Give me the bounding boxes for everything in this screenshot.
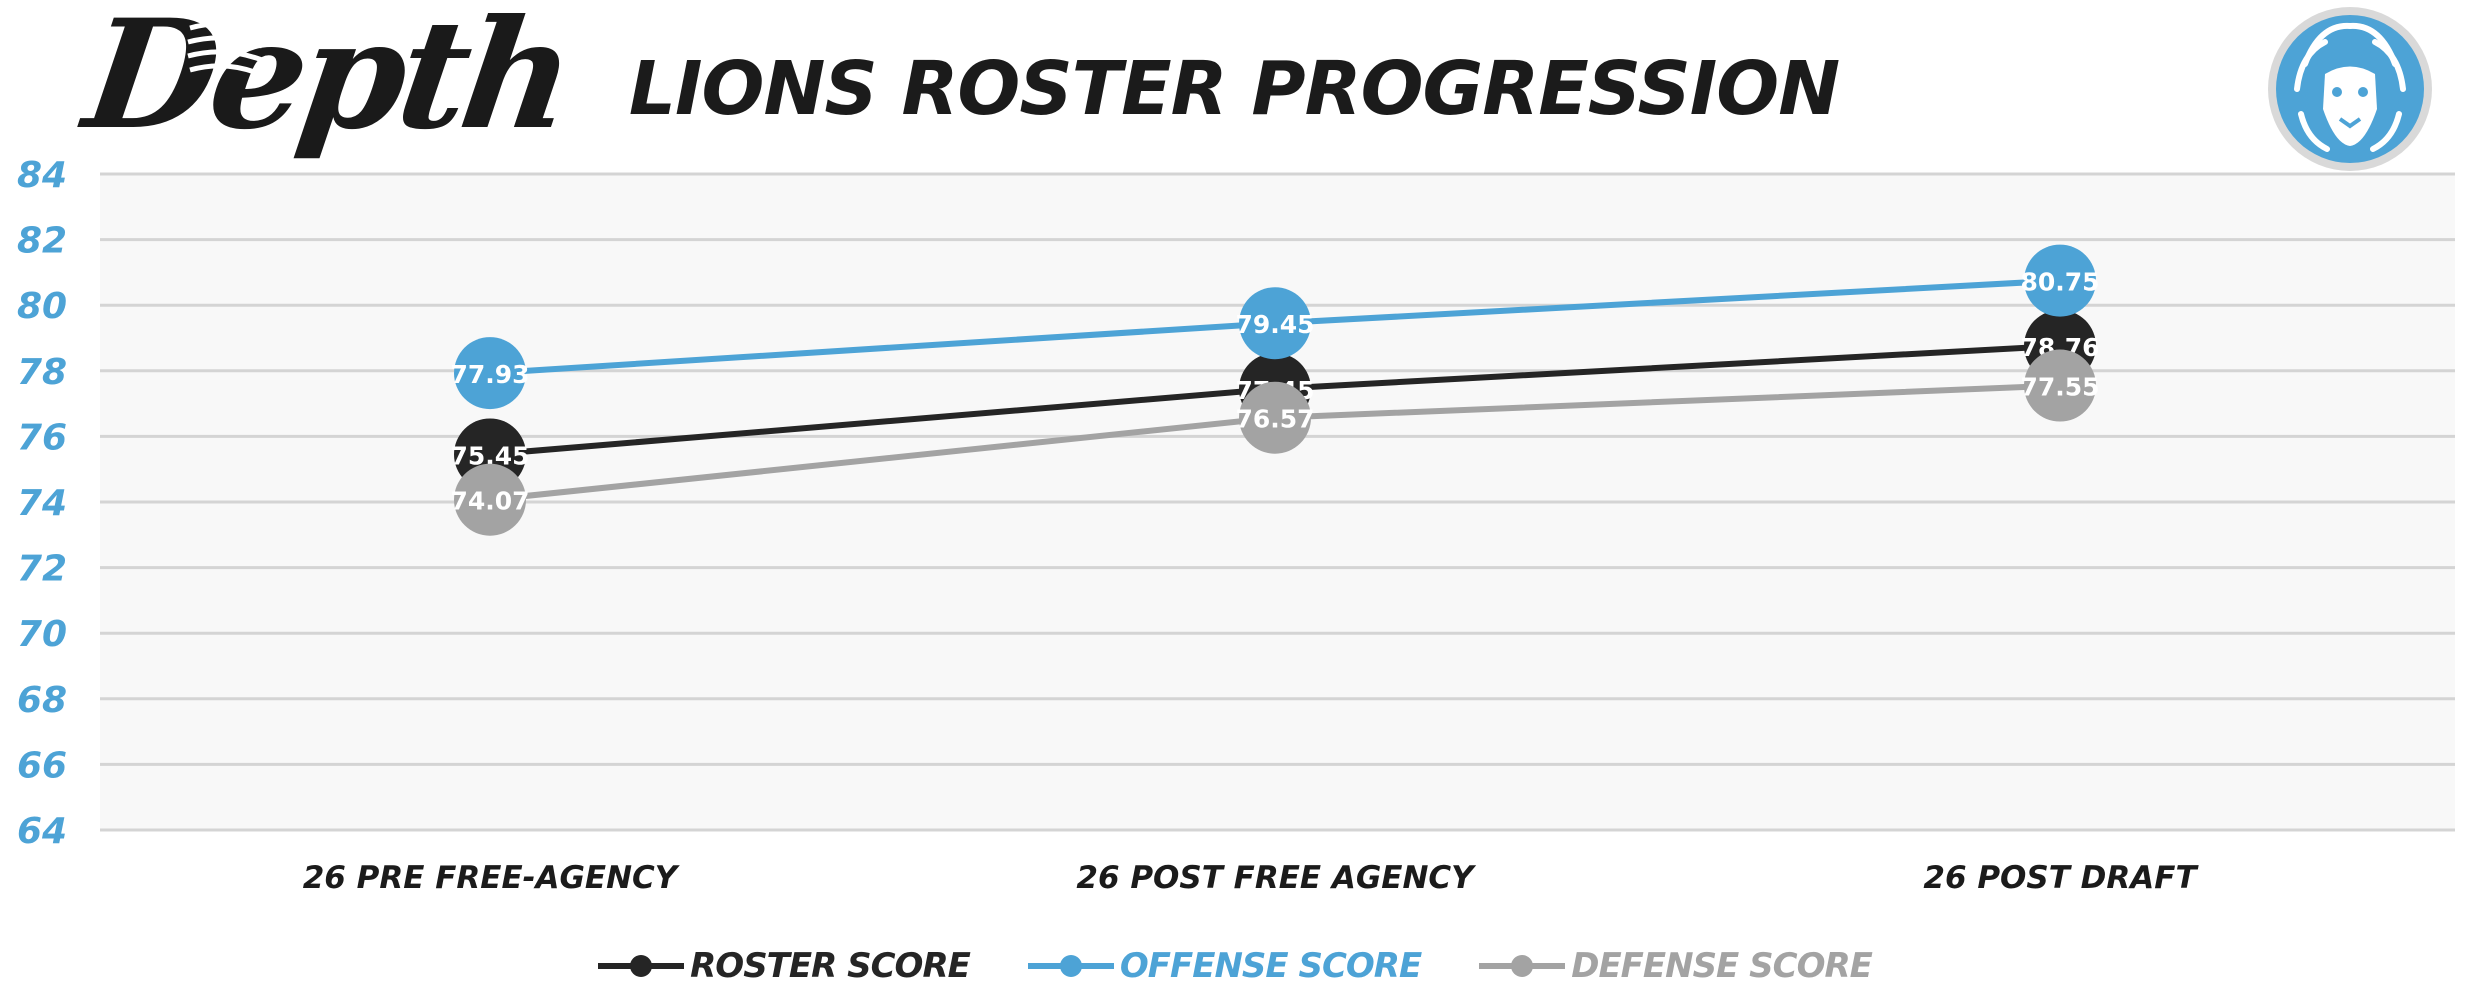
legend-marker-offense xyxy=(1027,955,1114,977)
data-label-offense: 80.75 xyxy=(2020,268,2099,297)
y-tick-label: 68 xyxy=(17,680,67,721)
data-label-defense: 77.55 xyxy=(2020,373,2099,402)
legend-item-offense: OFFENSE SCORE xyxy=(1026,946,1422,986)
legend-label-roster: ROSTER SCORE xyxy=(690,946,971,986)
legend-label-offense: OFFENSE SCORE xyxy=(1119,946,1422,986)
y-tick-label: 78 xyxy=(17,352,67,393)
data-point-offense xyxy=(2024,244,2096,317)
y-tick-label: 64 xyxy=(17,811,67,852)
legend-item-roster: ROSTER SCORE xyxy=(596,946,971,986)
y-tick-label: 80 xyxy=(17,286,67,327)
data-label-offense: 77.93 xyxy=(450,360,529,389)
y-tick-label: 74 xyxy=(17,483,67,524)
y-tick-label: 70 xyxy=(17,614,67,655)
x-tick-label: 26 PRE FREE-AGENCY xyxy=(303,860,681,896)
data-label-offense: 79.45 xyxy=(1235,310,1314,339)
legend-item-defense: DEFENSE SCORE xyxy=(1477,946,1873,986)
x-tick-label: 26 POST FREE AGENCY xyxy=(1076,860,1477,896)
chart-legend: ROSTER SCORE OFFENSE SCORE DEFENSE SCORE xyxy=(0,938,2468,994)
baseball-stitch-icon xyxy=(187,21,263,77)
data-label-defense: 74.07 xyxy=(450,487,529,516)
y-tick-label: 66 xyxy=(17,745,67,786)
plot-area: 64 66 68 70 72 74 76 78 80 82 84 26 PRE FREE-AGENCY… xyxy=(17,155,2455,896)
y-tick-label: 82 xyxy=(17,221,67,262)
y-tick-label: 72 xyxy=(17,549,67,590)
legend-label-defense: DEFENSE SCORE xyxy=(1571,946,1873,986)
data-point-offense xyxy=(1239,287,1311,360)
data-label-defense: 76.57 xyxy=(1235,405,1314,434)
legend-marker-defense xyxy=(1479,955,1566,977)
y-tick-label: 84 xyxy=(17,155,67,196)
data-point-defense xyxy=(1239,381,1311,454)
data-point-defense xyxy=(2024,349,2096,422)
line-chart: 64 66 68 70 72 74 76 78 80 82 84 26 PRE FREE-AGENCY… xyxy=(17,155,2455,896)
data-point-offense xyxy=(454,337,526,410)
chart-title: LIONS ROSTER PROGRESSION xyxy=(628,46,1840,132)
legend-marker-roster xyxy=(598,955,685,977)
y-tick-label: 76 xyxy=(17,417,67,458)
x-tick-label: 26 POST DRAFT xyxy=(1923,860,2199,896)
data-point-defense xyxy=(454,463,526,536)
lion-head-icon xyxy=(2268,7,2432,171)
